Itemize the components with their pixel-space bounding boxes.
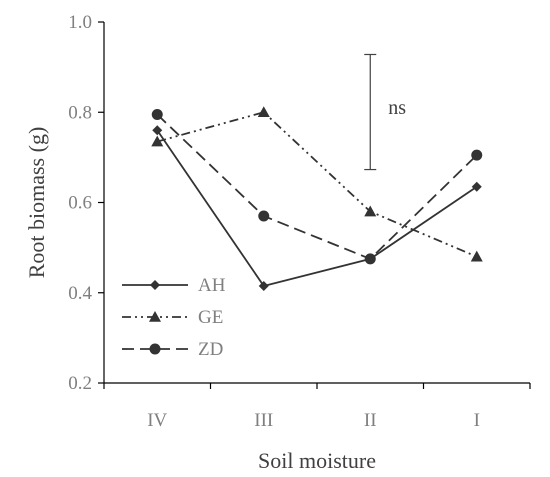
triangle-marker <box>151 135 164 147</box>
series-zd <box>151 109 483 265</box>
series-layer <box>151 106 483 291</box>
series-ge <box>151 106 483 262</box>
legend-item-ge: GE <box>122 307 223 328</box>
diamond-marker <box>150 280 160 290</box>
x-tick-label: IV <box>147 410 167 431</box>
legend: AH GE ZD <box>122 275 226 360</box>
x-ticks: IV III II I <box>103 383 531 431</box>
y-axis-title: Root biomass (g) <box>24 127 49 279</box>
series-ah <box>152 125 482 291</box>
series-line <box>156 129 478 288</box>
diamond-marker <box>152 125 163 136</box>
y-tick-label: 1.0 <box>68 12 92 33</box>
diamond-marker <box>471 181 482 192</box>
triangle-marker <box>257 106 270 118</box>
legend-label: AH <box>198 275 226 296</box>
circle-marker <box>364 253 376 265</box>
y-ticks: 0.2 0.4 0.6 0.8 1.0 <box>68 12 104 394</box>
x-tick-label: I <box>474 410 480 431</box>
x-axis-title: Soil moisture <box>258 448 376 473</box>
circle-marker <box>149 343 161 355</box>
diamond-marker <box>258 280 269 291</box>
x-tick-label: III <box>254 410 273 431</box>
circle-marker <box>471 149 483 161</box>
significance-annotation: ns <box>364 53 406 171</box>
legend-label: GE <box>198 307 223 328</box>
axes <box>103 22 530 384</box>
x-tick-label: II <box>364 410 377 431</box>
legend-item-zd: ZD <box>122 339 223 360</box>
triangle-marker <box>364 205 377 217</box>
circle-marker <box>258 210 270 222</box>
y-tick-label: 0.4 <box>68 283 92 304</box>
y-tick-label: 0.8 <box>68 102 92 123</box>
y-tick-label: 0.2 <box>68 373 92 394</box>
ns-label: ns <box>388 97 406 119</box>
triangle-marker <box>470 250 483 262</box>
series-line <box>156 113 478 260</box>
legend-label: ZD <box>198 339 223 360</box>
triangle-marker <box>149 311 161 322</box>
circle-marker <box>151 109 163 121</box>
y-tick-label: 0.6 <box>68 193 92 214</box>
series-line <box>157 111 478 258</box>
legend-item-ah: AH <box>122 275 226 296</box>
